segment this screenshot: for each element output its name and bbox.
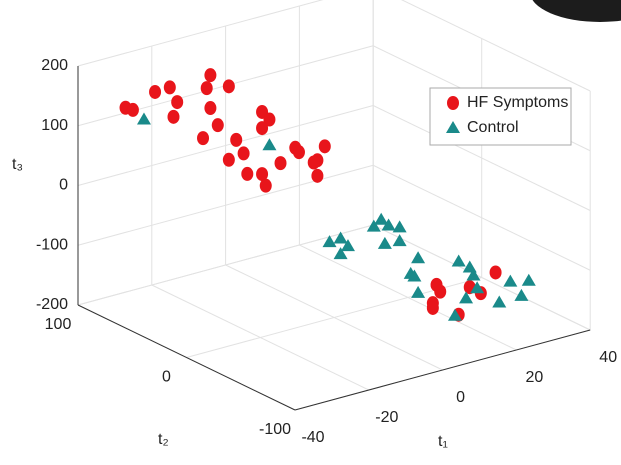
x-tick-label: -20 <box>375 409 398 426</box>
data-point <box>211 118 224 133</box>
data-point <box>256 121 269 136</box>
data-point <box>171 95 184 110</box>
data-point <box>256 167 269 182</box>
data-point <box>322 235 337 248</box>
z-tick-label: 200 <box>41 57 68 74</box>
z-axis-label: t₃ <box>12 156 23 173</box>
grid-line <box>372 224 591 331</box>
data-point <box>237 146 250 161</box>
data-point <box>311 168 324 183</box>
y-tick-label: 100 <box>45 316 72 333</box>
data-point <box>434 284 447 299</box>
data-point <box>470 281 485 294</box>
data-point <box>136 112 151 125</box>
data-point <box>262 138 277 151</box>
data-point <box>222 79 235 94</box>
legend: HF Symptoms Control <box>446 94 568 136</box>
legend-marker <box>447 96 459 110</box>
data-point <box>392 234 407 247</box>
marks-layer <box>119 68 536 322</box>
data-point <box>381 218 396 231</box>
data-point <box>230 132 243 147</box>
x-tick-label: 20 <box>526 369 544 386</box>
data-point <box>521 273 536 286</box>
camera-overlay <box>532 0 621 22</box>
data-point <box>307 155 320 170</box>
data-point <box>366 219 381 232</box>
y-axis-label: t₂ <box>158 431 169 448</box>
data-point <box>374 212 389 225</box>
data-point <box>263 112 276 127</box>
data-point <box>197 131 210 146</box>
z-tick-label: 0 <box>59 177 68 194</box>
data-point <box>292 145 305 160</box>
data-point <box>411 285 426 298</box>
data-point <box>447 308 462 321</box>
z-tick-label: -200 <box>36 296 68 313</box>
grid-line <box>225 264 443 371</box>
data-point <box>377 236 392 249</box>
data-point <box>200 81 213 96</box>
data-point <box>411 251 426 264</box>
legend-label: HF Symptoms <box>467 94 568 111</box>
x-axis <box>294 329 591 411</box>
data-point <box>204 68 217 83</box>
data-point <box>126 102 139 117</box>
z-tick-label: 100 <box>41 117 68 134</box>
data-point <box>149 84 162 99</box>
data-point <box>333 231 348 244</box>
data-point <box>259 178 272 193</box>
data-point <box>340 239 355 252</box>
data-point <box>489 265 502 280</box>
z-tick-label: -100 <box>36 236 68 253</box>
data-point <box>459 291 474 304</box>
data-point <box>241 166 254 181</box>
y-tick-label: -100 <box>259 421 291 438</box>
data-point <box>466 268 481 281</box>
data-point <box>426 300 439 315</box>
y-axis <box>77 304 296 411</box>
data-point <box>167 109 180 124</box>
data-point <box>318 139 331 154</box>
data-point <box>274 156 287 171</box>
y-tick-label: 0 <box>162 369 171 386</box>
data-point <box>407 269 422 282</box>
x-axis-label: t₁ <box>438 433 448 450</box>
legend-label: Control <box>467 119 519 136</box>
data-point <box>514 288 529 301</box>
x-tick-label: 0 <box>456 389 465 406</box>
data-point <box>392 220 407 233</box>
x-tick-label: -40 <box>301 429 324 446</box>
data-point <box>492 295 507 308</box>
grid-line <box>151 284 370 391</box>
x-tick-label: 40 <box>599 349 617 366</box>
grid-line <box>299 244 517 351</box>
data-point <box>204 101 217 116</box>
data-point <box>503 274 518 287</box>
legend-marker <box>446 121 460 133</box>
data-point <box>451 254 466 267</box>
data-point <box>333 247 348 260</box>
data-point <box>163 80 176 95</box>
data-point <box>222 152 235 167</box>
